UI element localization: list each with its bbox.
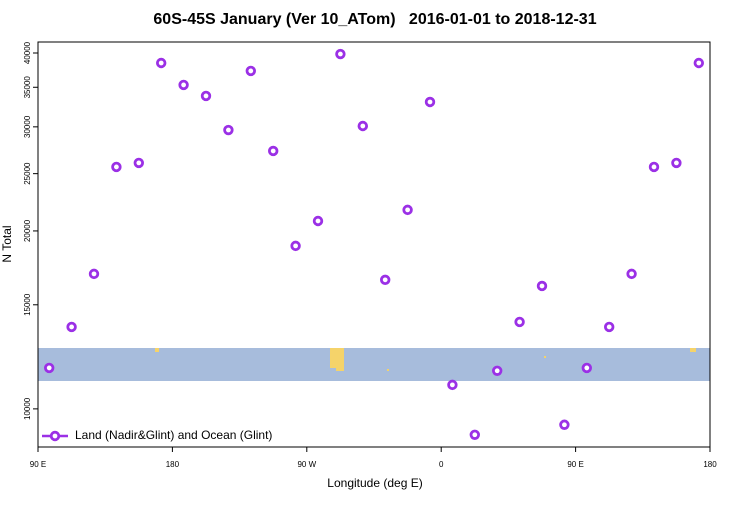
point: [88, 268, 100, 280]
point: [200, 90, 212, 102]
point: [357, 120, 368, 132]
x-tick-label: 0: [439, 460, 444, 469]
point: [155, 57, 167, 69]
point: [245, 65, 256, 77]
y-tick-label: 35000: [23, 76, 32, 99]
point: [514, 316, 525, 328]
x-tick-label: 90 E: [30, 460, 46, 469]
point: [223, 124, 234, 136]
plot-frame: [37, 41, 711, 448]
point: [469, 429, 480, 440]
y-tick-label: 10000: [23, 397, 32, 420]
legend-marker: [49, 430, 61, 442]
point: [492, 365, 503, 376]
point: [648, 161, 660, 173]
point: [44, 362, 55, 374]
point: [693, 57, 704, 69]
point: [380, 274, 391, 286]
y-tick-label: 40000: [23, 41, 32, 64]
point: [268, 145, 279, 157]
x-tick-label: 180: [703, 460, 717, 469]
point: [536, 280, 548, 292]
point: [671, 157, 682, 169]
point: [581, 362, 592, 374]
point: [133, 157, 144, 169]
point: [178, 79, 189, 91]
point: [559, 419, 570, 430]
x-tick-label: 90 E: [567, 460, 583, 469]
point: [424, 96, 436, 108]
x-tick-label: 90 W: [297, 460, 316, 469]
point: [604, 321, 615, 333]
point: [335, 48, 346, 60]
point: [312, 215, 324, 227]
legend-label: Land (Nadir&Glint) and Ocean (Glint): [75, 428, 272, 442]
y-tick-label: 30000: [23, 115, 32, 138]
point: [111, 161, 122, 173]
point: [402, 204, 413, 216]
x-tick-label: 180: [166, 460, 180, 469]
map-strip: [38, 348, 710, 381]
y-tick-label: 25000: [23, 162, 32, 185]
point: [290, 240, 301, 252]
y-axis-label: N Total: [0, 225, 14, 262]
y-tick-label: 20000: [23, 219, 32, 242]
point: [626, 268, 637, 280]
point: [66, 321, 77, 333]
point: [447, 379, 458, 391]
y-tick-label: 15000: [23, 293, 32, 316]
chart-title: 60S-45S January (Ver 10_ATom) 2016-01-01…: [153, 11, 596, 28]
x-axis-label: Longitude (deg E): [327, 476, 422, 490]
